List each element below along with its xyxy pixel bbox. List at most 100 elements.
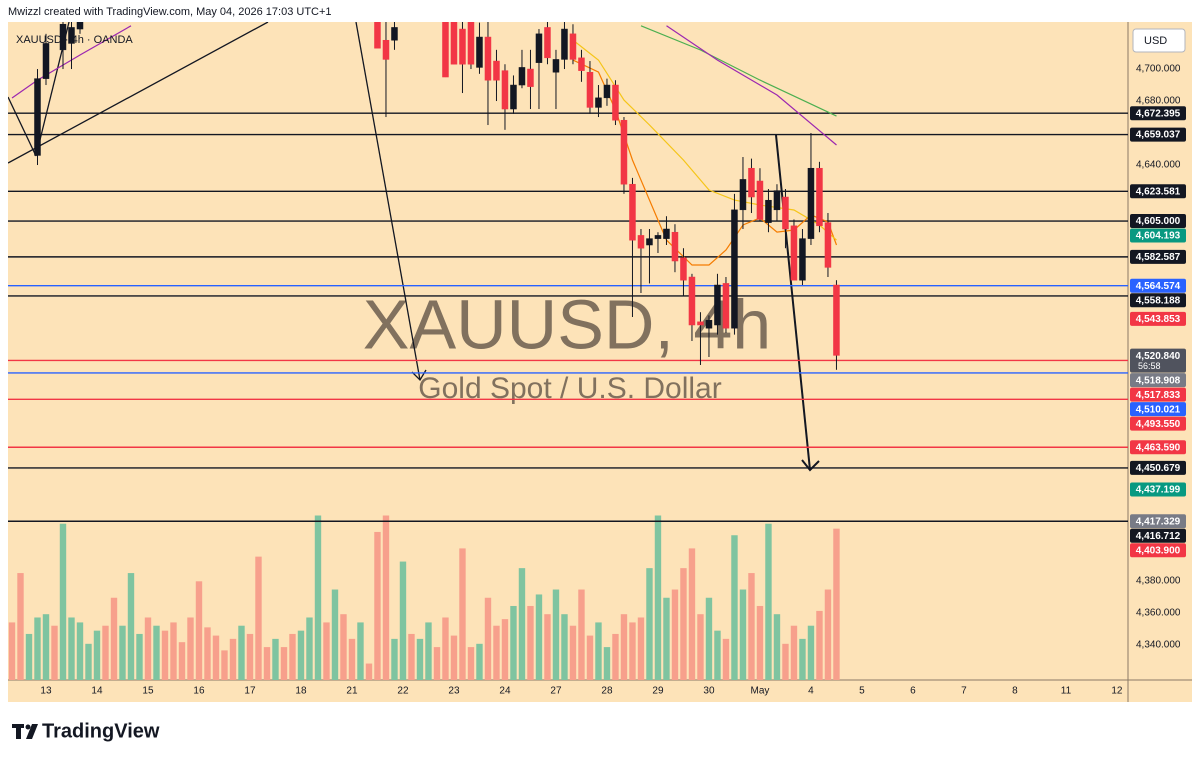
candle-body [442,22,449,78]
brand-name: TradingView [42,720,160,742]
volume-bar [612,633,619,680]
header-bar [0,0,1200,22]
candle-body [552,59,560,73]
volume-bar [629,622,636,680]
candle-body [544,27,551,59]
candle-body [484,36,492,81]
candle-body [697,321,704,326]
price-label [1130,127,1186,142]
volume-bar [51,625,58,680]
volume-bar [314,515,322,680]
volume-layer [8,515,840,680]
volume-bar [238,625,245,680]
price-label-text: 4,582.587 [1136,252,1181,263]
volume-bar [459,548,466,680]
x-tick-label: 22 [397,686,409,697]
price-label-text: 4,604.193 [1136,231,1181,242]
volume-bar [204,627,211,680]
candle-body [59,23,67,51]
candle-body [824,222,832,268]
volume-bar [195,581,203,680]
price-label-text: 4,510.021 [1136,404,1181,415]
price-label-text: 4,450.679 [1136,463,1181,474]
volume-bar [773,614,781,680]
volume-bar [501,619,509,680]
x-tick-label: 4 [808,686,814,697]
arrowhead [801,459,820,472]
candle-body [527,68,534,87]
price-label-text: 4,437.199 [1136,485,1181,496]
logo-part [25,724,31,730]
volume-bar [348,638,356,680]
volume-bar [68,617,75,680]
candle-body [790,225,798,281]
price-label-text: 4,416.712 [1136,531,1181,542]
volume-bar [799,638,806,680]
price-label [1130,528,1186,543]
moving-average [640,25,837,117]
price-label-text: 4,558.188 [1136,295,1181,306]
price-label-text: 4,520.840 [1136,351,1181,362]
volume-bar [790,625,798,680]
volume-bar [59,523,67,680]
price-label [1130,373,1186,388]
volume-bar [731,535,738,680]
volume-bar [34,617,41,680]
volume-bar [833,528,840,680]
trendline [8,96,37,157]
volume-bar [578,589,585,680]
x-tick-label: 18 [295,686,307,697]
y-tick-label: 4,680.000 [1136,96,1181,107]
volume-bar [586,635,594,680]
price-label-text: 4,623.581 [1136,186,1181,197]
volume-bar [807,625,815,680]
volume-bar [170,622,177,680]
volume-bar [255,556,262,680]
volume-bar [433,647,441,680]
volume-bar [144,617,152,680]
volume-bar [425,622,432,680]
x-tick-label: 28 [601,686,613,697]
volume-bar [816,610,823,680]
volume-bar [714,630,721,680]
candle-body [799,238,806,281]
price-label [1130,514,1186,529]
countdown: 56:58 [1138,361,1161,371]
currency-box[interactable] [1132,28,1186,53]
volume-bar [663,597,670,680]
volume-bar [399,561,407,680]
candle-body [595,97,602,108]
price-label [1130,106,1186,121]
volume-bar [748,573,755,680]
volume-bar [229,638,237,680]
volume-bar [323,622,330,680]
volume-bar [85,643,92,680]
candle-body [578,57,585,71]
volume-bar [187,617,194,680]
trendline [8,22,269,164]
price-label [1130,348,1186,373]
candle-body [518,67,526,86]
trendline [355,22,421,381]
price-label [1130,402,1186,417]
volume-bar [331,589,339,680]
y-tick-label: 4,640.000 [1136,160,1181,171]
candle-body [450,22,458,65]
volume-bar [697,614,704,680]
candle-body [535,33,543,63]
candle-body [816,167,823,227]
price-label [1130,416,1186,431]
volume-bar [569,625,577,680]
x-tick-label: 30 [703,686,715,697]
candle-body [391,27,398,41]
volume-bar [518,568,526,680]
price-label [1130,228,1186,243]
price-label [1130,311,1186,326]
candle-body [663,228,670,239]
candle-body [748,167,755,198]
volume-bar [212,635,220,680]
volume-bar [136,633,143,680]
volume-bar [671,589,679,680]
volume-bar [340,614,347,680]
price-label [1130,278,1186,293]
